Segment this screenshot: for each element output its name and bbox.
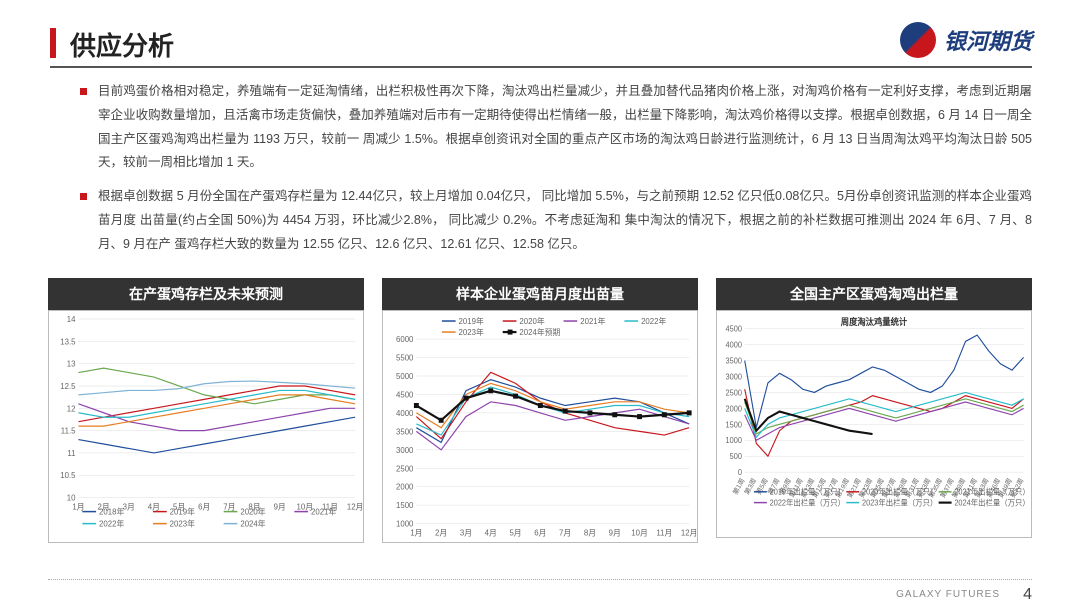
svg-text:2022年: 2022年	[99, 519, 124, 529]
svg-text:2021年出栏量（万只）: 2021年出栏量（万只）	[954, 487, 1029, 497]
svg-text:4500: 4500	[726, 324, 742, 333]
chart2-wrap: 样本企业蛋鸡苗月度出苗量 1000 1500 2000 2500 3000 3500 400…	[382, 278, 698, 538]
svg-text:4000: 4000	[396, 409, 414, 418]
svg-text:2018年: 2018年	[99, 507, 124, 517]
svg-text:9月: 9月	[274, 503, 286, 512]
svg-text:3月: 3月	[460, 529, 472, 538]
svg-text:2024年出栏量（万只）: 2024年出栏量（万只）	[954, 497, 1029, 507]
chart1-box: 1010.51111.51212.51313.5141月2月3月4月5月6月7月…	[48, 310, 364, 543]
svg-text:2023年: 2023年	[170, 519, 195, 529]
svg-text:1月: 1月	[72, 503, 84, 512]
svg-text:13: 13	[67, 360, 76, 369]
svg-text:周度淘汰鸡量统计: 周度淘汰鸡量统计	[841, 315, 908, 326]
svg-text:12月: 12月	[347, 503, 363, 512]
svg-text:1月: 1月	[410, 529, 422, 538]
svg-text:2500: 2500	[726, 388, 742, 397]
svg-text:1000: 1000	[726, 436, 742, 445]
header-divider	[50, 66, 1032, 68]
chart1-title: 在产蛋鸡存栏及未来预测	[48, 278, 364, 310]
svg-text:7月: 7月	[223, 503, 235, 512]
svg-text:2019年: 2019年	[459, 316, 484, 326]
chart2-box: 1000 1500 2000 2500 3000 3500 4000 4500 5000 5500…	[382, 310, 698, 543]
chart1-wrap: 在产蛋鸡存栏及未来预测 10 10.5 11 11.5 12 12.5 13 13.5 14 1月…	[48, 278, 364, 538]
svg-text:5500: 5500	[396, 353, 414, 362]
svg-text:14: 14	[67, 315, 76, 324]
svg-text:0: 0	[738, 468, 742, 477]
svg-text:2500: 2500	[396, 464, 414, 473]
svg-text:8月: 8月	[584, 529, 596, 538]
svg-text:2020年出栏量（万只）: 2020年出栏量（万只）	[862, 487, 937, 497]
svg-text:2021年: 2021年	[311, 507, 336, 517]
title-accent	[50, 28, 56, 58]
svg-text:4500: 4500	[396, 390, 414, 399]
svg-text:6000: 6000	[396, 335, 414, 344]
svg-text:11.5: 11.5	[61, 427, 76, 436]
svg-text:2019年出栏量（万只）: 2019年出栏量（万只）	[770, 487, 845, 497]
chart3-title: 全国主产区蛋鸡淘鸡出栏量	[716, 278, 1032, 310]
svg-text:3000: 3000	[396, 446, 414, 455]
svg-text:9月: 9月	[609, 529, 621, 538]
svg-text:10.5: 10.5	[60, 471, 76, 480]
svg-text:5000: 5000	[396, 372, 414, 381]
charts-container: 在产蛋鸡存栏及未来预测 10 10.5 11 11.5 12 12.5 13 13.5 14 1月…	[48, 278, 1032, 538]
page-number: 4	[1023, 586, 1032, 604]
bullet-list: 目前鸡蛋价格相对稳定，养殖端有一定延淘情绪，出栏积极性再次下降，淘汰鸡出栏量减少…	[80, 80, 1032, 266]
svg-text:3500: 3500	[726, 356, 742, 365]
svg-text:500: 500	[730, 452, 742, 461]
svg-text:7月: 7月	[559, 529, 571, 538]
svg-text:3月: 3月	[123, 503, 135, 512]
svg-text:3000: 3000	[726, 372, 742, 381]
footer-brand: GALAXY FUTURES	[896, 589, 1000, 600]
svg-text:6月: 6月	[198, 503, 210, 512]
page-title: 供应分析	[70, 26, 174, 63]
footer-divider	[48, 579, 1032, 580]
svg-text:4000: 4000	[726, 340, 742, 349]
svg-text:11月: 11月	[656, 529, 672, 538]
bullet-item: 目前鸡蛋价格相对稳定，养殖端有一定延淘情绪，出栏积极性再次下降，淘汰鸡出栏量减少…	[80, 80, 1032, 175]
svg-text:2020年: 2020年	[519, 316, 544, 326]
svg-text:2024年预期: 2024年预期	[519, 327, 560, 337]
svg-text:2023年出栏量（万只）: 2023年出栏量（万只）	[862, 497, 937, 507]
svg-text:5月: 5月	[509, 529, 521, 538]
svg-text:12.5: 12.5	[60, 382, 76, 391]
svg-text:1500: 1500	[726, 420, 742, 429]
svg-text:10月: 10月	[631, 529, 648, 538]
svg-text:2019年: 2019年	[170, 507, 195, 517]
svg-text:2月: 2月	[435, 529, 447, 538]
svg-text:2024年: 2024年	[240, 519, 265, 529]
svg-text:2023年: 2023年	[459, 327, 484, 337]
logo-mark	[900, 22, 936, 58]
svg-text:4月: 4月	[485, 529, 497, 538]
chart3-wrap: 全国主产区蛋鸡淘鸡出栏量 0 500 1000 1500 2000 2500 3000 350…	[716, 278, 1032, 538]
svg-text:12月: 12月	[681, 529, 697, 538]
svg-text:3500: 3500	[396, 427, 414, 436]
svg-text:2022年: 2022年	[641, 316, 666, 326]
svg-text:1000: 1000	[396, 520, 414, 529]
logo-text: 银河期货	[944, 24, 1032, 56]
svg-text:1500: 1500	[396, 501, 414, 510]
svg-text:2000: 2000	[726, 404, 742, 413]
svg-text:12: 12	[67, 404, 76, 413]
chart3-box: 050010001500200025003000350040004500第1周第…	[716, 310, 1032, 538]
svg-text:2021年: 2021年	[580, 316, 605, 326]
brand-logo: 银河期货	[900, 22, 1032, 58]
svg-text:2022年出栏量（万只）: 2022年出栏量（万只）	[770, 497, 845, 507]
svg-text:13.5: 13.5	[60, 337, 76, 346]
svg-text:11: 11	[67, 449, 76, 458]
svg-text:6月: 6月	[534, 529, 546, 538]
chart2-title: 样本企业蛋鸡苗月度出苗量	[382, 278, 698, 310]
svg-text:10: 10	[67, 493, 76, 502]
svg-text:2000: 2000	[396, 483, 414, 492]
svg-text:2020年: 2020年	[240, 507, 265, 517]
bullet-item: 根据卓创数据 5 月份全国在产蛋鸡存栏量为 12.44亿只，较上月增加 0.04…	[80, 185, 1032, 256]
svg-text:4月: 4月	[148, 503, 160, 512]
